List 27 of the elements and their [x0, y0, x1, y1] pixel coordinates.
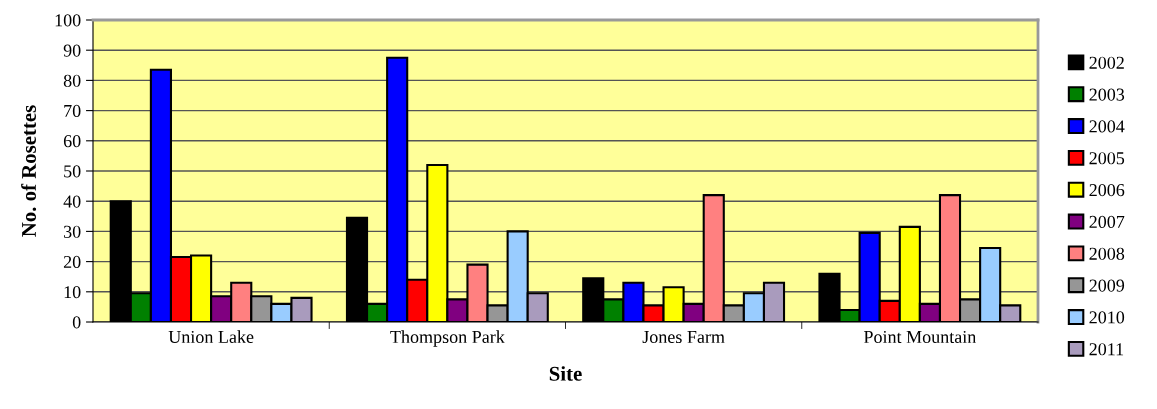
- legend-label: 2006: [1089, 183, 1125, 197]
- y-tick-label: 100: [55, 14, 81, 27]
- legend-label: 2003: [1089, 88, 1125, 101]
- legend-label: 2005: [1089, 152, 1125, 165]
- legend-label: 2004: [1089, 120, 1125, 133]
- legend-label: 2009: [1089, 279, 1125, 292]
- x-tick-label: Thompson Park: [390, 330, 505, 347]
- legend-label: 2002: [1089, 56, 1124, 69]
- legend-label: 2007: [1089, 215, 1125, 228]
- y-axis-title: No. of Rosettes: [21, 105, 37, 237]
- y-tick-label: 50: [64, 165, 81, 178]
- x-tick-label: Union Lake: [168, 330, 254, 344]
- y-tick-label: 90: [63, 44, 81, 57]
- y-tick-label: 10: [64, 286, 81, 299]
- y-tick-label: 30: [64, 225, 81, 238]
- x-tick-label: Jones Farm: [642, 331, 725, 344]
- legend-label: 2011: [1089, 343, 1124, 356]
- y-tick-label: 40: [63, 195, 81, 208]
- x-axis-title: Site: [549, 366, 582, 381]
- y-tick-label: 0: [72, 316, 81, 329]
- y-tick-label: 60: [63, 135, 81, 148]
- legend-label: 2008: [1089, 247, 1125, 260]
- legend-label: 2010: [1089, 311, 1125, 324]
- x-tick-label: Point Mountain: [863, 330, 977, 344]
- y-tick-label: 20: [63, 255, 81, 269]
- y-tick-label: 70: [64, 104, 81, 118]
- y-tick-label: 80: [63, 74, 81, 87]
